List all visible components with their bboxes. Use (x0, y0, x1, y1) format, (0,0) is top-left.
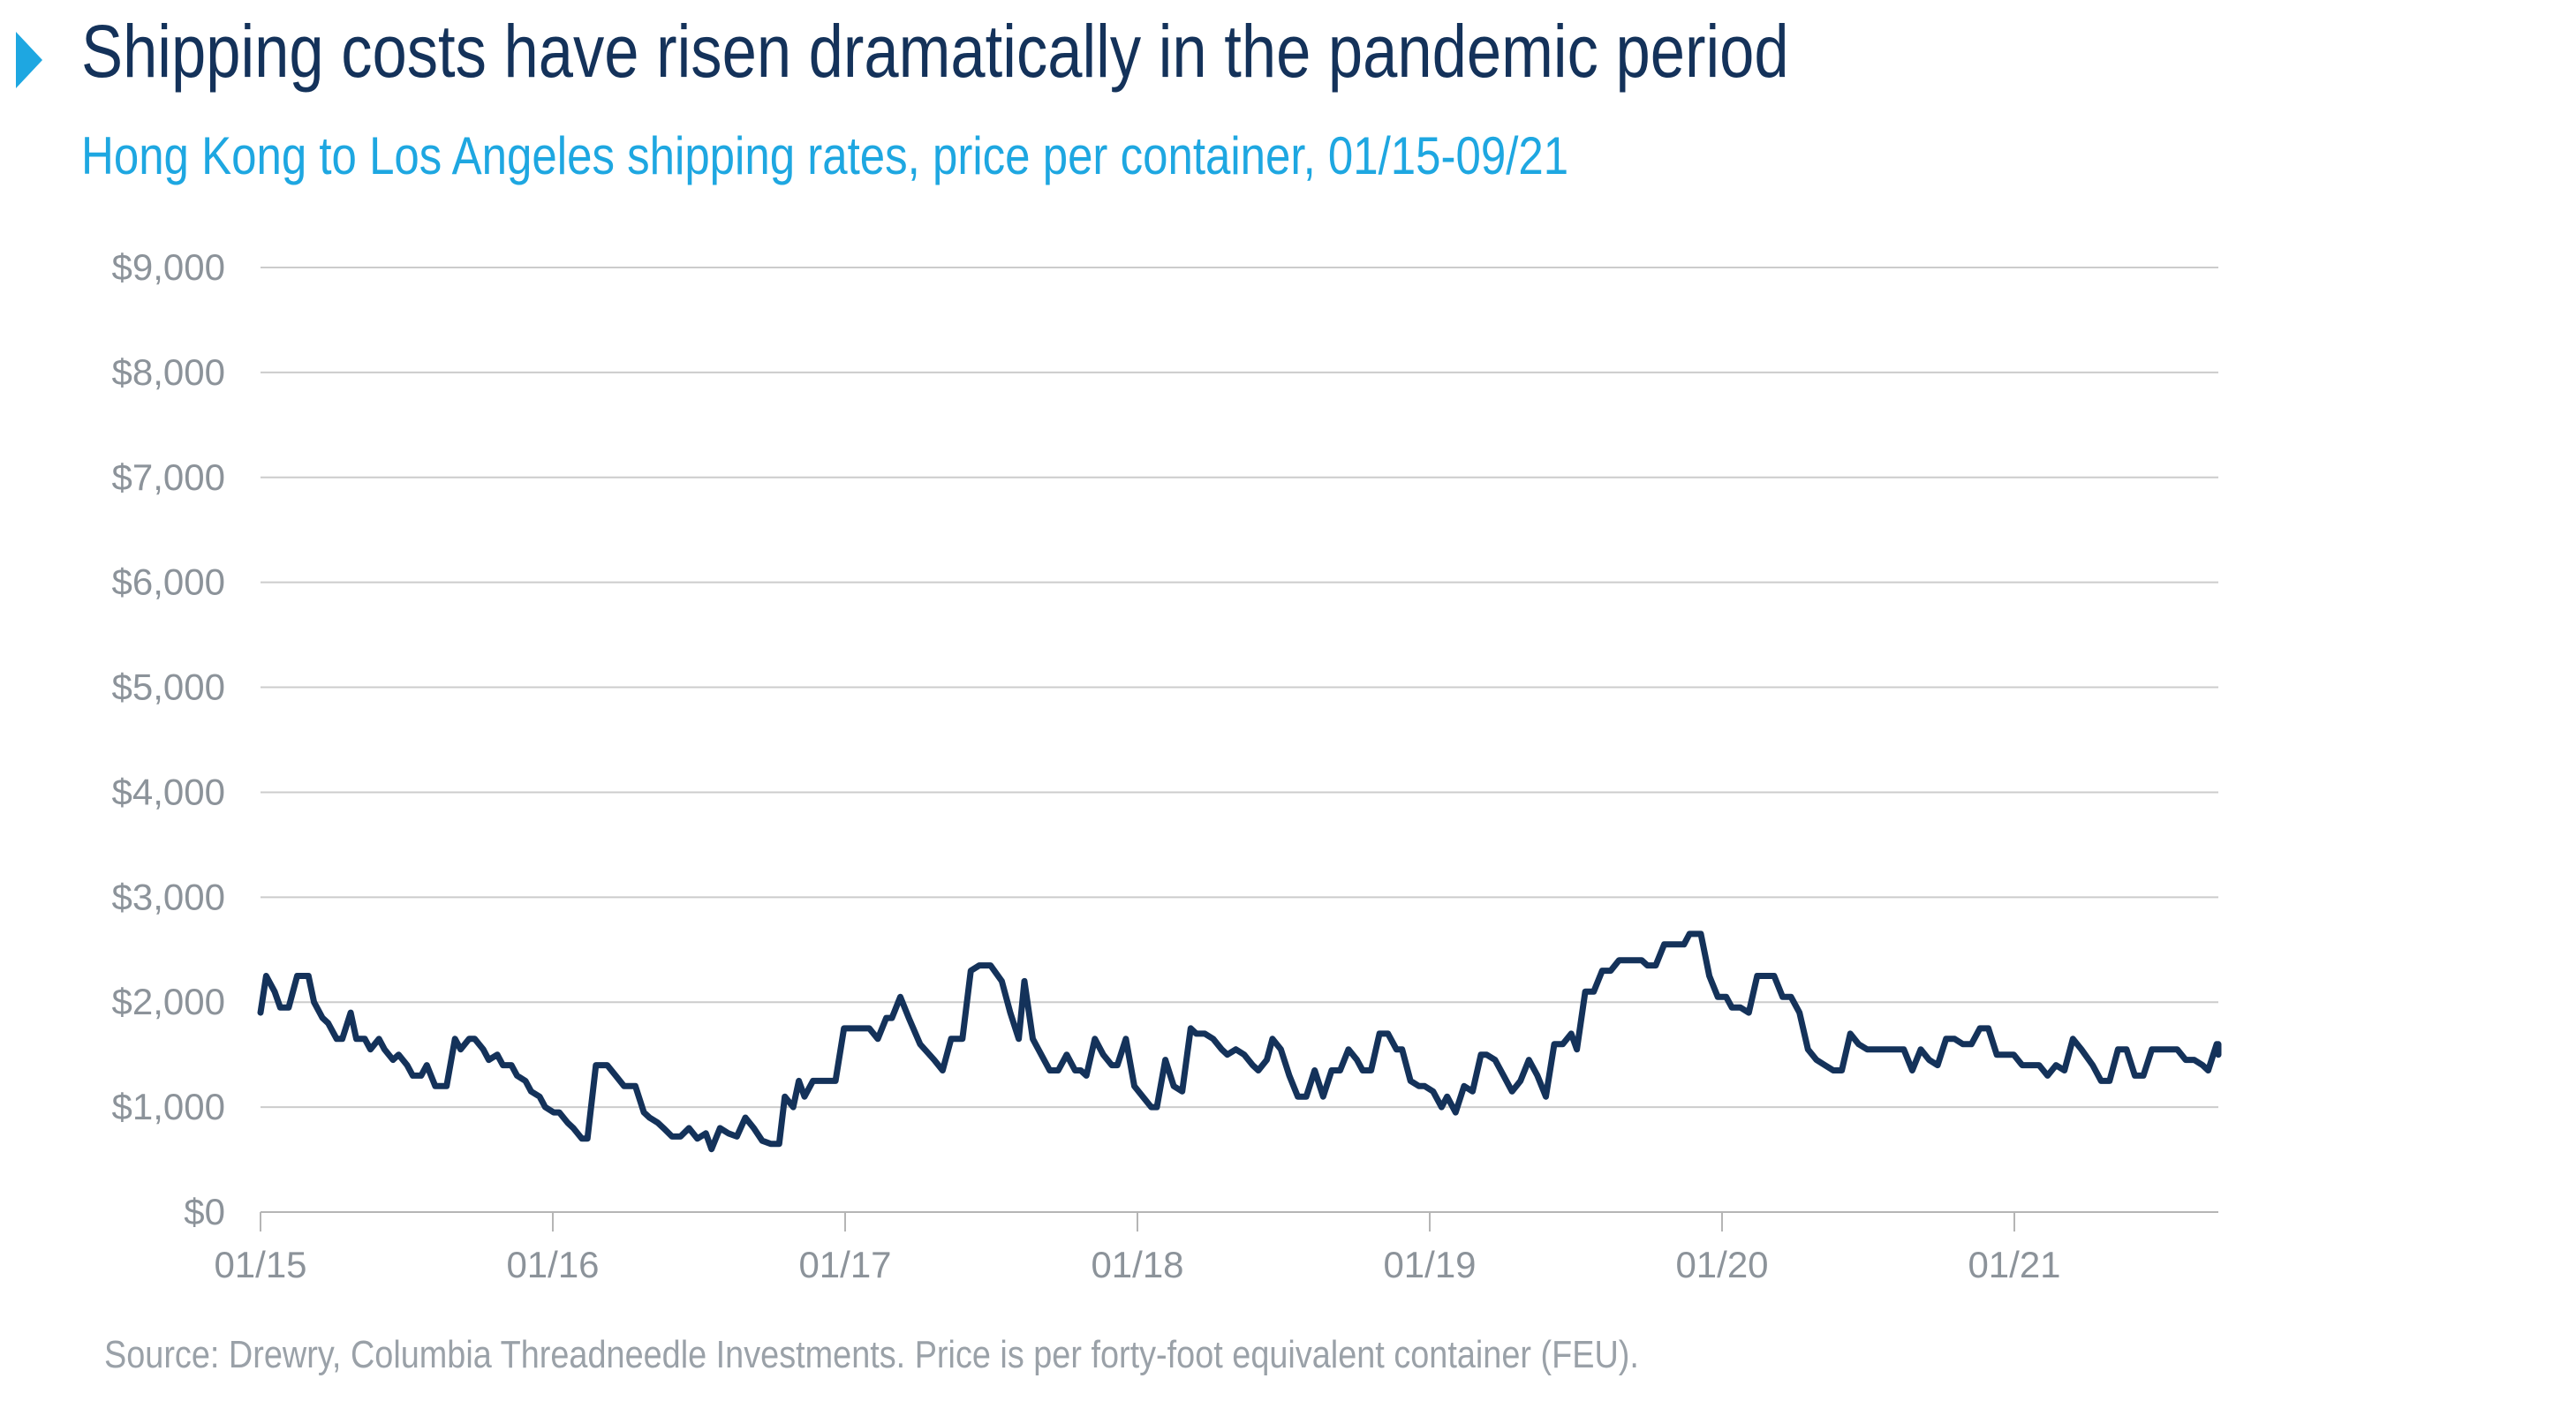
y-tick-label: $4,000 (112, 771, 225, 812)
y-tick-label: $9,000 (112, 246, 225, 288)
x-tick-label: 01/18 (1091, 1244, 1183, 1285)
y-tick-label: $7,000 (112, 456, 225, 498)
series-line (257, 930, 2222, 1153)
y-tick-label: $6,000 (112, 561, 225, 603)
y-tick-label: $3,000 (112, 876, 225, 917)
y-tick-label: $8,000 (112, 351, 225, 393)
y-tick-label: $1,000 (112, 1086, 225, 1127)
y-tick-label: $0 (184, 1191, 225, 1232)
x-tick-label: 01/21 (1968, 1244, 2060, 1285)
y-tick-label: $2,000 (112, 981, 225, 1022)
x-tick-label: 01/20 (1675, 1244, 1768, 1285)
x-tick-label: 01/15 (214, 1244, 306, 1285)
x-tick-label: 01/19 (1383, 1244, 1476, 1285)
x-tick-label: 01/16 (506, 1244, 599, 1285)
x-tick-label: 01/17 (798, 1244, 891, 1285)
chart-subtitle: Hong Kong to Los Angeles shipping rates,… (81, 126, 1569, 185)
source-note: Source: Drewry, Columbia Threadneedle In… (104, 1333, 1639, 1376)
y-tick-label: $5,000 (112, 667, 225, 708)
title-marker-icon (16, 32, 42, 88)
chart-title: Shipping costs have risen dramatically i… (81, 10, 1789, 93)
